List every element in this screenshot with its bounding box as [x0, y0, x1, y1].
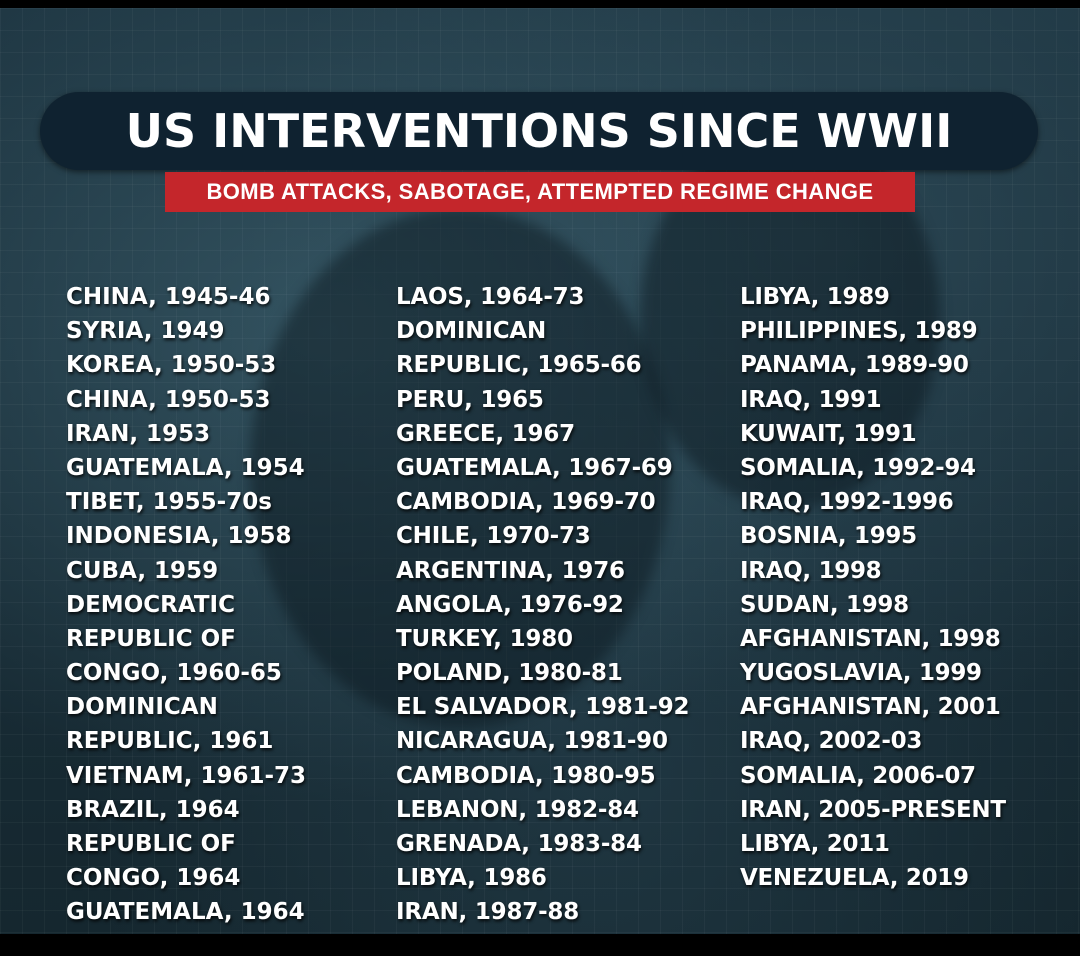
- list-item: SOMALIA, 1992-94: [740, 454, 976, 481]
- interventions-column-2: LAOS, 1964-73 DOMINICAN REPUBLIC, 1965-6…: [396, 280, 690, 930]
- title-bar: US INTERVENTIONS SINCE WWII: [40, 92, 1038, 170]
- list-item: DEMOCRATIC: [66, 591, 235, 618]
- list-item: CHILE, 1970-73: [396, 523, 591, 550]
- list-item: CAMBODIA, 1980-95: [396, 762, 656, 789]
- list-item: AFGHANISTAN, 1998: [740, 625, 1001, 652]
- poster-title: US INTERVENTIONS SINCE WWII: [125, 104, 953, 158]
- list-item: IRAQ, 1992-1996: [740, 489, 954, 516]
- list-item: CONGO, 1964: [66, 865, 241, 892]
- list-item: TIBET, 1955-70s: [66, 489, 272, 516]
- interventions-column-3: LIBYA, 1989 PHILIPPINES, 1989 PANAMA, 19…: [740, 280, 1006, 895]
- list-item: PERU, 1965: [396, 386, 544, 413]
- list-item: DOMINICAN: [66, 694, 218, 721]
- list-item: KOREA, 1950-53: [66, 352, 277, 379]
- list-item: LIBYA, 2011: [740, 831, 890, 857]
- list-item: GUATEMALA, 1954: [66, 454, 305, 481]
- list-item: LIBYA, 1986: [396, 865, 547, 892]
- list-item: REPUBLIC OF: [66, 625, 236, 652]
- list-item: CHINA, 1950-53: [66, 386, 271, 413]
- list-item: VENEZUELA, 2019: [740, 865, 969, 892]
- list-item: REPUBLIC OF: [66, 831, 236, 857]
- list-item: LEBANON, 1982-84: [396, 796, 639, 823]
- list-item: REPUBLIC, 1961: [66, 728, 274, 755]
- list-item: POLAND, 1980-81: [396, 660, 623, 687]
- list-item: IRAQ, 1998: [740, 557, 882, 584]
- list-item: CONGO, 1960-65: [66, 660, 282, 687]
- list-item: CUBA, 1959: [66, 557, 219, 584]
- list-item: GUATEMALA, 1967-69: [396, 454, 673, 481]
- subtitle-bar: BOMB ATTACKS, SABOTAGE, ATTEMPTED REGIME…: [165, 172, 915, 212]
- poster: US INTERVENTIONS SINCE WWII BOMB ATTACKS…: [0, 8, 1080, 934]
- list-item: GREECE, 1967: [396, 420, 575, 447]
- list-item: VIETNAM, 1961-73: [66, 762, 307, 789]
- list-item: INDONESIA, 1958: [66, 523, 292, 550]
- list-item: IRAQ, 2002-03: [740, 728, 923, 755]
- poster-subtitle: BOMB ATTACKS, SABOTAGE, ATTEMPTED REGIME…: [206, 179, 874, 204]
- list-item: NICARAGUA, 1981-90: [396, 728, 668, 755]
- list-item: CAMBODIA, 1969-70: [396, 489, 656, 516]
- list-item: REPUBLIC, 1965-66: [396, 352, 642, 379]
- list-item: IRAN, 2005-PRESENT: [740, 796, 1006, 823]
- list-item: SOMALIA, 2006-07: [740, 762, 976, 789]
- list-item: LAOS, 1964-73: [396, 284, 585, 310]
- list-item: SUDAN, 1998: [740, 591, 909, 618]
- list-item: PANAMA, 1989-90: [740, 352, 969, 379]
- list-item: BRAZIL, 1964: [66, 796, 240, 823]
- interventions-column-1: CHINA, 1945-46 SYRIA, 1949 KOREA, 1950-5…: [66, 280, 306, 930]
- list-item: ARGENTINA, 1976: [396, 557, 625, 584]
- list-item: GUATEMALA, 1964: [66, 899, 305, 926]
- list-item: ANGOLA, 1976-92: [396, 591, 624, 618]
- list-item: LIBYA, 1989: [740, 284, 890, 310]
- list-item: BOSNIA, 1995: [740, 523, 917, 550]
- list-item: EL SALVADOR, 1981-92: [396, 694, 690, 721]
- list-item: SYRIA, 1949: [66, 318, 225, 345]
- list-item: AFGHANISTAN, 2001: [740, 694, 1001, 721]
- background-soldier-silhouette: [250, 208, 670, 728]
- list-item: CHINA, 1945-46: [66, 284, 271, 310]
- list-item: KUWAIT, 1991: [740, 420, 917, 447]
- list-item: IRAQ, 1991: [740, 386, 882, 413]
- list-item: IRAN, 1987-88: [396, 899, 580, 926]
- list-item: YUGOSLAVIA, 1999: [740, 660, 982, 687]
- list-item: PHILIPPINES, 1989: [740, 318, 978, 345]
- list-item: GRENADA, 1983-84: [396, 831, 642, 857]
- list-item: TURKEY, 1980: [396, 625, 573, 652]
- list-item: DOMINICAN: [396, 318, 547, 345]
- list-item: IRAN, 1953: [66, 420, 211, 447]
